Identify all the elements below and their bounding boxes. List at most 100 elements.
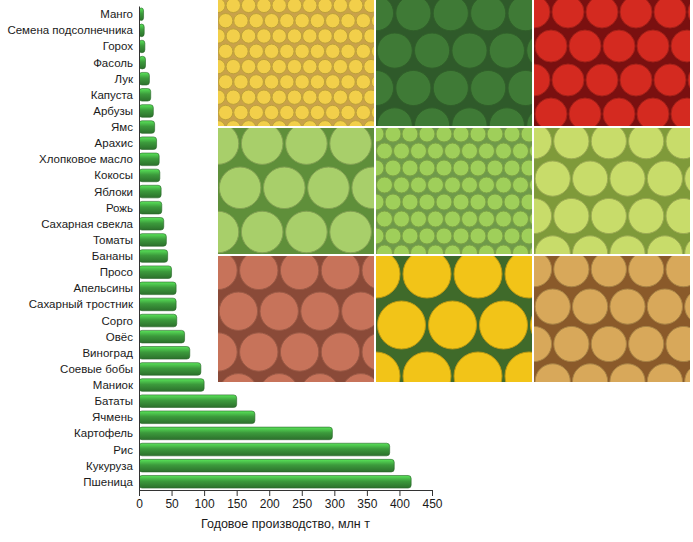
category-label: Кокосы <box>94 169 133 181</box>
photo-shape <box>479 211 495 227</box>
photo-shape <box>487 228 503 244</box>
photo-shape <box>301 374 339 382</box>
category-label: Рожь <box>106 202 133 214</box>
photo-shape <box>272 59 286 73</box>
bar <box>139 234 166 247</box>
photo-shape <box>629 256 664 287</box>
photo-shape <box>487 194 503 210</box>
photo-shape <box>496 177 512 193</box>
photo-shape <box>333 121 347 126</box>
x-tick-label: 150 <box>227 497 247 511</box>
category-label: Пшеница <box>83 476 133 488</box>
photo-shape <box>377 245 393 254</box>
photo-tile <box>211 0 386 135</box>
bar <box>139 347 190 360</box>
photo-shape <box>654 64 686 96</box>
photo-shape <box>234 14 248 28</box>
bar <box>139 363 201 376</box>
photo-shape <box>535 364 570 382</box>
x-axis-title: Годовое производство, млн т <box>201 517 370 531</box>
category-label: Манго <box>100 8 133 20</box>
photo-shape <box>470 160 486 176</box>
photo-shape <box>554 256 589 287</box>
photo-shape <box>603 30 635 62</box>
photo-shape <box>527 108 532 126</box>
photo-shape <box>530 143 533 159</box>
photo-shape <box>364 29 374 43</box>
category-label: Томаты <box>93 234 133 246</box>
photo-shape <box>257 29 271 43</box>
photo-shape <box>303 59 317 73</box>
photo-shape <box>218 14 232 28</box>
photo-shape <box>303 90 317 104</box>
photo-shape <box>685 161 690 196</box>
photo-shape <box>318 90 332 104</box>
photo-shape <box>295 14 309 28</box>
bar <box>139 266 172 279</box>
photo-shape <box>671 30 690 62</box>
photo-tile <box>516 252 693 399</box>
photo-shape <box>445 211 461 227</box>
photo-shape <box>452 33 487 68</box>
photo-shape <box>286 128 328 164</box>
bar <box>139 89 151 102</box>
photo-shape <box>445 245 461 254</box>
photo-shape <box>534 128 552 159</box>
photo-shape <box>573 289 608 324</box>
photo-shape <box>349 0 363 13</box>
photo-shape <box>521 228 532 244</box>
x-tick: 50 <box>165 490 179 511</box>
photo-shape <box>452 108 487 126</box>
category-label: Ячмень <box>92 411 133 423</box>
x-tick-label: 400 <box>390 497 410 511</box>
photo-shape <box>411 211 427 227</box>
photo-shape <box>470 128 486 142</box>
photo-shape <box>249 75 263 89</box>
photo-shape <box>535 30 567 62</box>
bar <box>139 298 176 311</box>
photo-shape <box>496 245 512 254</box>
x-tick: 250 <box>292 490 312 511</box>
photo-shape <box>505 352 532 382</box>
photo-shape <box>321 256 359 290</box>
photo-shape <box>610 364 645 382</box>
photo-shape <box>685 289 690 324</box>
photo-shape <box>330 128 372 164</box>
photo-shape <box>385 128 401 142</box>
bar <box>139 218 164 231</box>
photo-shape <box>377 211 393 227</box>
photo-shape <box>496 143 512 159</box>
photo-shape <box>479 177 495 193</box>
photo-shape <box>341 75 355 89</box>
x-tick-mark <box>172 490 173 496</box>
photo-shape <box>318 29 332 43</box>
photo-shape <box>352 167 374 209</box>
x-axis-line <box>140 490 433 491</box>
category-label: Семена подсолнечника <box>7 24 133 36</box>
photo-shape <box>280 256 318 290</box>
category-label: Горох <box>103 40 134 52</box>
photo-shape <box>287 121 301 126</box>
photo-shape <box>264 44 278 58</box>
photo-shape <box>376 352 400 382</box>
bar <box>139 379 204 392</box>
photo-shape <box>280 105 294 119</box>
photo-shape <box>654 0 686 28</box>
photo-shape <box>479 245 495 254</box>
photo-shape <box>376 0 394 31</box>
photo-shape <box>377 33 412 68</box>
photo-shape <box>280 44 294 58</box>
photo-shape <box>356 105 370 119</box>
photo-shape <box>521 160 532 176</box>
photo-shape <box>241 121 255 126</box>
photo-shape <box>234 75 248 89</box>
photo-shape <box>257 121 271 126</box>
y-axis <box>139 7 140 491</box>
x-axis: 050100150200250300350400450 <box>136 490 443 511</box>
x-tick-label: 50 <box>165 497 179 511</box>
photo-shape <box>218 333 237 371</box>
x-tick: 400 <box>390 490 410 511</box>
bar <box>139 330 185 343</box>
category-label: Овёс <box>106 331 133 343</box>
photo-shape <box>610 289 645 324</box>
